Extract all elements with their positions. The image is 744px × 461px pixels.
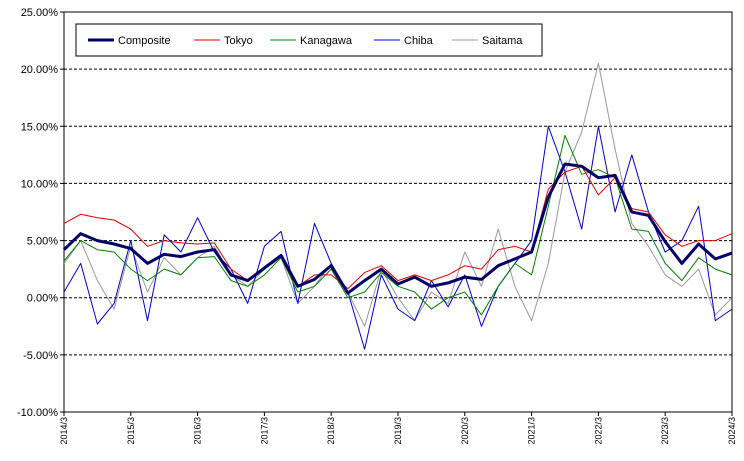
legend-label-kanagawa: Kanagawa xyxy=(300,35,353,47)
x-tick-label: 2018/3 xyxy=(326,417,336,445)
x-tick-label: 2020/3 xyxy=(460,417,470,445)
x-axis-ticks: 2014/3 2015/3 2016/3 2017/3 2018/3 2019/3 2020… xyxy=(59,412,737,445)
legend-label-tokyo: Tokyo xyxy=(224,35,253,47)
y-tick-label: 20.00% xyxy=(21,64,59,76)
plot-area xyxy=(63,11,733,413)
x-tick-label: 2023/3 xyxy=(660,417,670,445)
y-tick-label: 25.00% xyxy=(21,7,59,19)
series-line-kanagawa xyxy=(63,134,733,316)
x-tick-label: 2022/3 xyxy=(593,417,603,445)
x-tick-label: 2017/3 xyxy=(259,417,269,445)
legend: Composite Tokyo Kanagawa Chiba Saitama xyxy=(75,23,543,57)
legend-label-saitama: Saitama xyxy=(482,35,523,47)
y-tick-label: 10.00% xyxy=(21,178,59,190)
y-tick-label: 0.00% xyxy=(27,293,58,305)
x-tick-label: 2024/3 xyxy=(727,417,737,445)
grid-lines xyxy=(64,68,732,356)
legend-label-chiba: Chiba xyxy=(404,35,434,47)
x-tick-label: 2015/3 xyxy=(126,417,136,445)
x-tick-label: 2019/3 xyxy=(393,417,403,445)
series-line-saitama xyxy=(63,62,733,327)
x-tick-label: 2021/3 xyxy=(527,417,537,445)
series-line-composite xyxy=(62,162,733,295)
series-lines xyxy=(62,62,733,350)
y-tick-label: -5.00% xyxy=(23,350,58,362)
legend-label-composite: Composite xyxy=(118,35,171,47)
y-axis-ticks: -10.00% -5.00% 0.00% 5.00% 10.00% 15.00% 20.00… xyxy=(17,7,64,419)
series-line-chiba xyxy=(63,125,733,350)
y-tick-label: 5.00% xyxy=(27,236,58,248)
y-tick-label: -10.00% xyxy=(17,407,58,419)
y-tick-label: 15.00% xyxy=(21,121,59,133)
x-tick-label: 2016/3 xyxy=(193,417,203,445)
x-tick-label: 2014/3 xyxy=(59,417,69,445)
